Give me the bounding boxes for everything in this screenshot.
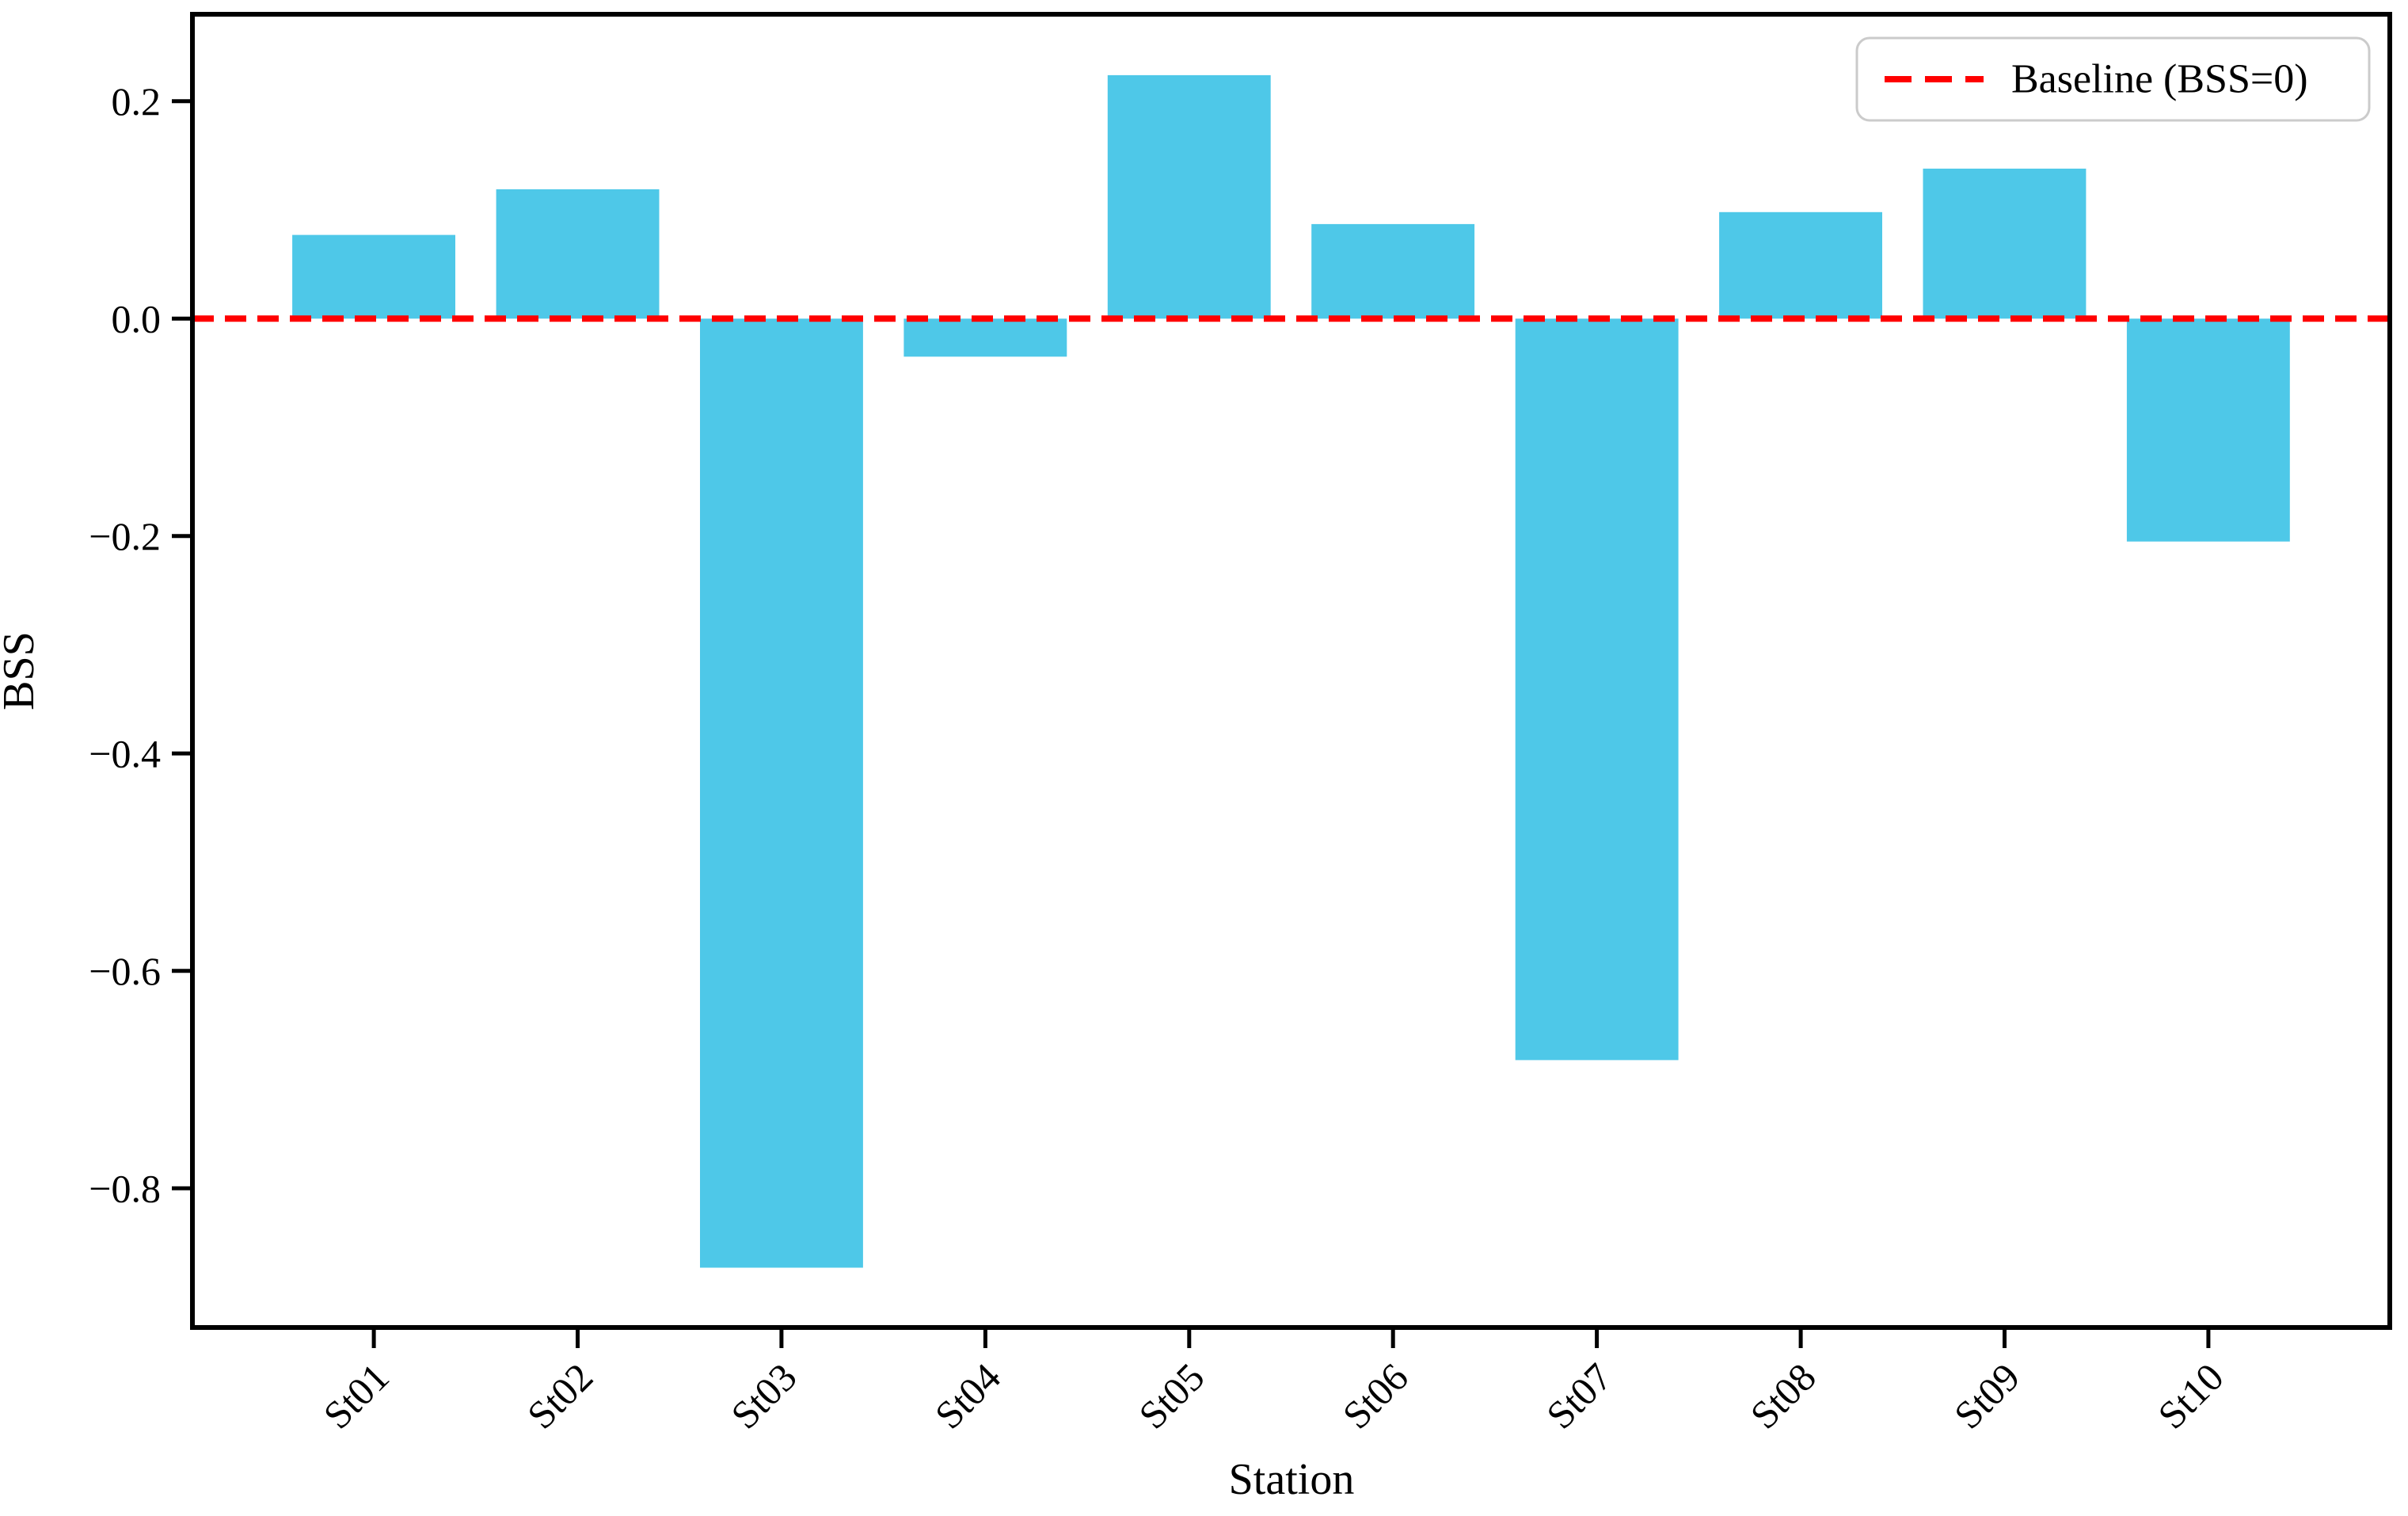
y-tick-label: 0.2 xyxy=(112,79,162,124)
x-tick-label: St04 xyxy=(926,1354,1009,1437)
x-tick-label: St05 xyxy=(1130,1354,1212,1437)
bar-St04 xyxy=(903,318,1067,357)
y-axis-label: BSS xyxy=(0,631,44,710)
bar-St10 xyxy=(2126,318,2290,542)
x-tick-label: St10 xyxy=(2149,1354,2231,1437)
x-tick-label: St07 xyxy=(1538,1354,1620,1437)
y-tick-label: −0.2 xyxy=(89,514,161,558)
bar-St08 xyxy=(1719,211,1882,319)
bar-St07 xyxy=(1515,318,1679,1061)
y-tick-label: −0.6 xyxy=(89,949,161,993)
y-tick-label: 0.0 xyxy=(112,296,162,341)
y-tick-label: −0.4 xyxy=(89,731,161,775)
bar-St01 xyxy=(292,234,455,319)
bar-St02 xyxy=(496,189,660,319)
plot-border xyxy=(190,12,2392,1330)
legend-label: Baseline (BSS=0) xyxy=(2011,57,2308,102)
y-tick-label: −0.8 xyxy=(89,1166,161,1210)
bar-St05 xyxy=(1107,74,1271,319)
x-tick-label: St09 xyxy=(1946,1354,2028,1437)
x-tick-label: St02 xyxy=(519,1354,601,1437)
bar-St06 xyxy=(1311,223,1475,319)
x-tick-label: St01 xyxy=(314,1354,397,1437)
bar-St09 xyxy=(1923,168,2087,319)
x-tick-label: St06 xyxy=(1334,1354,1417,1437)
x-axis-label: Station xyxy=(1229,1455,1355,1504)
x-tick-label: St08 xyxy=(1741,1354,1824,1437)
bar-St03 xyxy=(700,318,863,1268)
x-tick-label: St03 xyxy=(722,1354,805,1437)
legend-box xyxy=(1855,36,2371,122)
